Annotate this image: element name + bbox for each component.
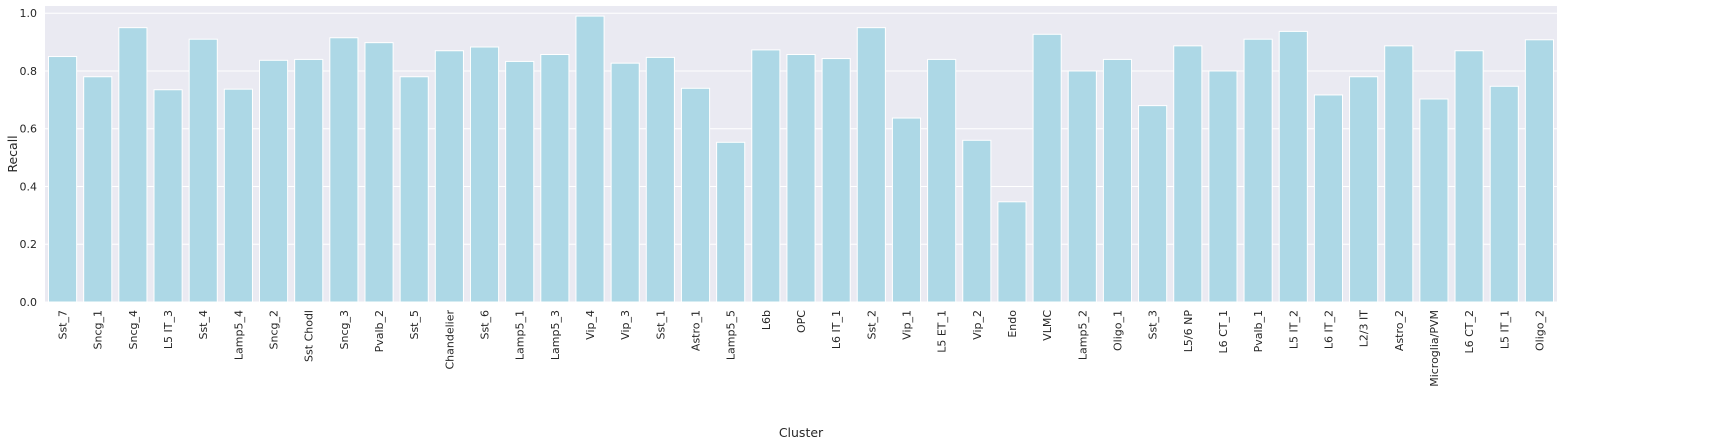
x-tick-labels: Sst_7 Sncg_1 Sncg_4 L5 IT_3 Sst_4 Lamp5_4 Sncg… bbox=[57, 310, 1547, 387]
bar bbox=[680, 87, 711, 303]
x-tick-label: Endo bbox=[1006, 310, 1019, 338]
bar bbox=[1313, 94, 1344, 303]
x-tick-label: Sncg_1 bbox=[92, 310, 105, 349]
y-tick-label: 0.8 bbox=[20, 65, 38, 78]
bar bbox=[1067, 70, 1097, 303]
x-tick-label: L5/6 NP bbox=[1182, 310, 1195, 353]
y-tick-label: 1.0 bbox=[20, 7, 38, 20]
x-tick-label: Sst_5 bbox=[408, 310, 421, 340]
bar bbox=[962, 139, 992, 303]
y-tick-label: 0.0 bbox=[20, 296, 38, 309]
x-tick-label: Lamp5_4 bbox=[232, 310, 245, 360]
x-tick-label: L5 IT_3 bbox=[162, 310, 175, 349]
bar bbox=[645, 56, 675, 303]
x-tick-label: Vip_2 bbox=[971, 310, 984, 340]
x-tick-label: L5 IT_2 bbox=[1287, 310, 1300, 349]
x-tick-label: Vip_3 bbox=[619, 310, 632, 340]
bar bbox=[329, 37, 359, 303]
x-tick-label: Microglia/PVM bbox=[1428, 310, 1441, 387]
x-tick-label: L6b bbox=[760, 310, 773, 330]
x-tick-label: Oligo_1 bbox=[1111, 310, 1124, 351]
x-axis-title: Cluster bbox=[779, 425, 824, 440]
bar bbox=[399, 76, 429, 303]
x-tick-label: L6 IT_2 bbox=[1322, 310, 1335, 349]
bar bbox=[1173, 45, 1203, 303]
bar bbox=[540, 54, 570, 303]
x-tick-label: Sncg_2 bbox=[268, 310, 281, 349]
bar bbox=[927, 58, 957, 303]
x-tick-label: Chandelier bbox=[443, 310, 456, 370]
bar bbox=[1524, 39, 1554, 303]
bar bbox=[1384, 45, 1414, 303]
x-tick-label: Sst_4 bbox=[197, 310, 210, 340]
x-tick-label: Sst_3 bbox=[1147, 310, 1160, 340]
x-tick-label: Pvalb_1 bbox=[1252, 310, 1265, 352]
x-tick-label: Astro_2 bbox=[1393, 310, 1406, 351]
bar bbox=[188, 38, 218, 303]
bar bbox=[856, 27, 886, 303]
bar bbox=[118, 27, 148, 303]
bar bbox=[505, 60, 535, 303]
x-tick-label: Sst Chodl bbox=[303, 310, 316, 362]
y-tick-labels: 0.0 0.2 0.4 0.6 0.8 1.0 bbox=[20, 7, 38, 309]
x-tick-label: Vip_1 bbox=[900, 310, 913, 340]
x-tick-label: L6 IT_1 bbox=[830, 310, 843, 349]
y-tick-label: 0.4 bbox=[20, 180, 38, 193]
bar bbox=[294, 58, 324, 303]
y-tick-label: 0.2 bbox=[20, 238, 38, 251]
bar bbox=[1454, 50, 1484, 303]
bar bbox=[1489, 85, 1519, 303]
bar bbox=[364, 42, 394, 303]
bar bbox=[1138, 105, 1168, 303]
bar bbox=[434, 50, 464, 303]
bar bbox=[610, 62, 640, 303]
x-tick-label: Sst_7 bbox=[57, 310, 70, 340]
bar bbox=[83, 76, 113, 303]
y-tick-label: 0.6 bbox=[20, 123, 38, 136]
x-tick-label: L5 IT_1 bbox=[1498, 310, 1511, 349]
bar bbox=[1243, 38, 1273, 303]
bar bbox=[1349, 76, 1379, 303]
bar bbox=[1208, 70, 1238, 303]
x-tick-label: Sst_1 bbox=[654, 310, 667, 340]
bar bbox=[575, 15, 605, 303]
bar bbox=[891, 117, 922, 303]
bar bbox=[1278, 30, 1308, 303]
bar bbox=[751, 49, 781, 303]
y-axis-title: Recall bbox=[5, 135, 20, 172]
bar bbox=[786, 54, 816, 303]
x-tick-label: VLMC bbox=[1041, 310, 1054, 341]
x-tick-label: Astro_1 bbox=[690, 310, 703, 351]
x-tick-label: Sst_6 bbox=[479, 310, 492, 340]
bar bbox=[1032, 33, 1062, 303]
x-tick-label: Lamp5_1 bbox=[514, 310, 527, 360]
bar bbox=[258, 59, 289, 303]
bar bbox=[1102, 58, 1133, 303]
bar bbox=[1419, 98, 1449, 303]
x-tick-label: L2/3 IT bbox=[1358, 310, 1371, 348]
bar bbox=[469, 46, 500, 303]
x-tick-label: OPC bbox=[795, 310, 808, 333]
x-tick-label: L6 CT_2 bbox=[1463, 310, 1476, 354]
bars bbox=[48, 15, 1554, 303]
bar bbox=[716, 141, 746, 303]
x-tick-label: Lamp5_5 bbox=[725, 310, 738, 360]
x-tick-label: L6 CT_1 bbox=[1217, 310, 1230, 354]
bar bbox=[223, 88, 253, 303]
bar bbox=[821, 58, 851, 303]
x-tick-label: Oligo_2 bbox=[1533, 310, 1546, 351]
x-tick-label: Lamp5_3 bbox=[549, 310, 562, 360]
bar bbox=[153, 89, 183, 303]
x-tick-label: Vip_4 bbox=[584, 310, 597, 340]
x-tick-label: Sncg_3 bbox=[338, 310, 351, 349]
x-tick-label: Sncg_4 bbox=[127, 310, 140, 349]
bar bbox=[997, 201, 1027, 303]
x-tick-label: Lamp5_2 bbox=[1076, 310, 1089, 360]
x-tick-label: Sst_2 bbox=[865, 310, 878, 340]
x-tick-label: L5 ET_1 bbox=[936, 310, 949, 353]
x-tick-label: Pvalb_2 bbox=[373, 310, 386, 352]
bar bbox=[48, 56, 78, 303]
